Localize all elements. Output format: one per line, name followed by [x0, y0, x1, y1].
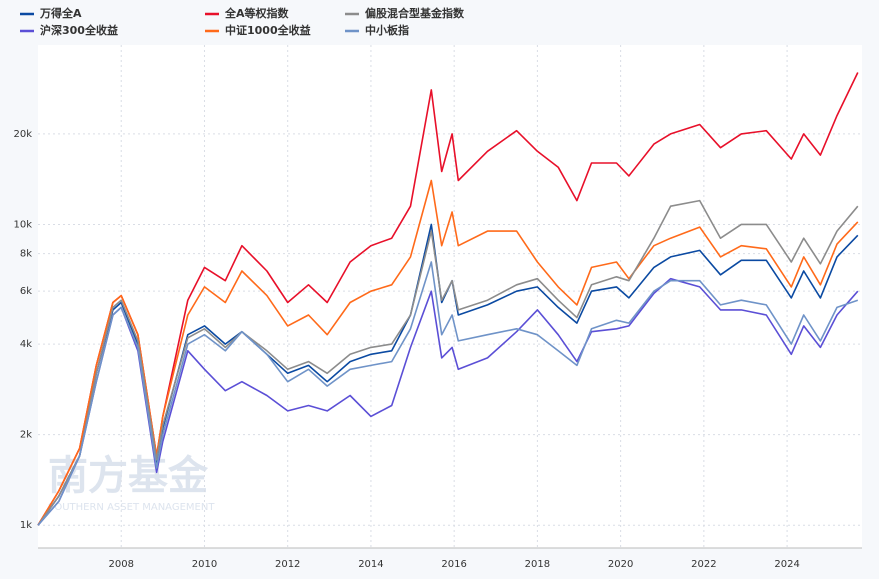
legend-label: 中小板指: [365, 23, 409, 37]
plot-area: [38, 45, 862, 548]
y-tick-label: 6k: [20, 286, 32, 297]
x-tick-label: 2018: [525, 559, 550, 570]
legend-label: 全A等权指数: [224, 6, 290, 20]
series-line: [37, 199, 859, 526]
series-line: [37, 261, 859, 526]
x-tick-label: 2010: [192, 559, 217, 570]
x-tick-label: 2012: [275, 559, 300, 570]
series-line: [37, 277, 859, 526]
y-tick-label: 8k: [20, 249, 32, 260]
series-line: [37, 179, 859, 526]
x-tick-label: 2024: [774, 559, 799, 570]
y-tick-label: 1k: [20, 520, 32, 531]
watermark-title: 南方基金: [48, 453, 209, 499]
legend-label: 万得全A: [39, 6, 82, 20]
x-tick-label: 2008: [109, 559, 134, 570]
y-tick-label: 20k: [13, 129, 32, 140]
watermark-subtitle: SOUTHERN ASSET MANAGEMENT: [48, 502, 215, 513]
x-tick-label: 2016: [441, 559, 466, 570]
legend-label: 沪深300全收益: [40, 23, 118, 37]
x-tick-label: 2020: [608, 559, 633, 570]
y-tick-label: 4k: [20, 339, 32, 350]
x-tick-label: 2022: [691, 559, 716, 570]
legend-label: 偏股混合型基金指数: [365, 6, 465, 20]
legend-label: 中证1000全收益: [225, 23, 311, 37]
x-tick-label: 2014: [358, 559, 383, 570]
y-tick-label: 10k: [13, 219, 32, 230]
y-tick-label: 2k: [20, 430, 32, 441]
